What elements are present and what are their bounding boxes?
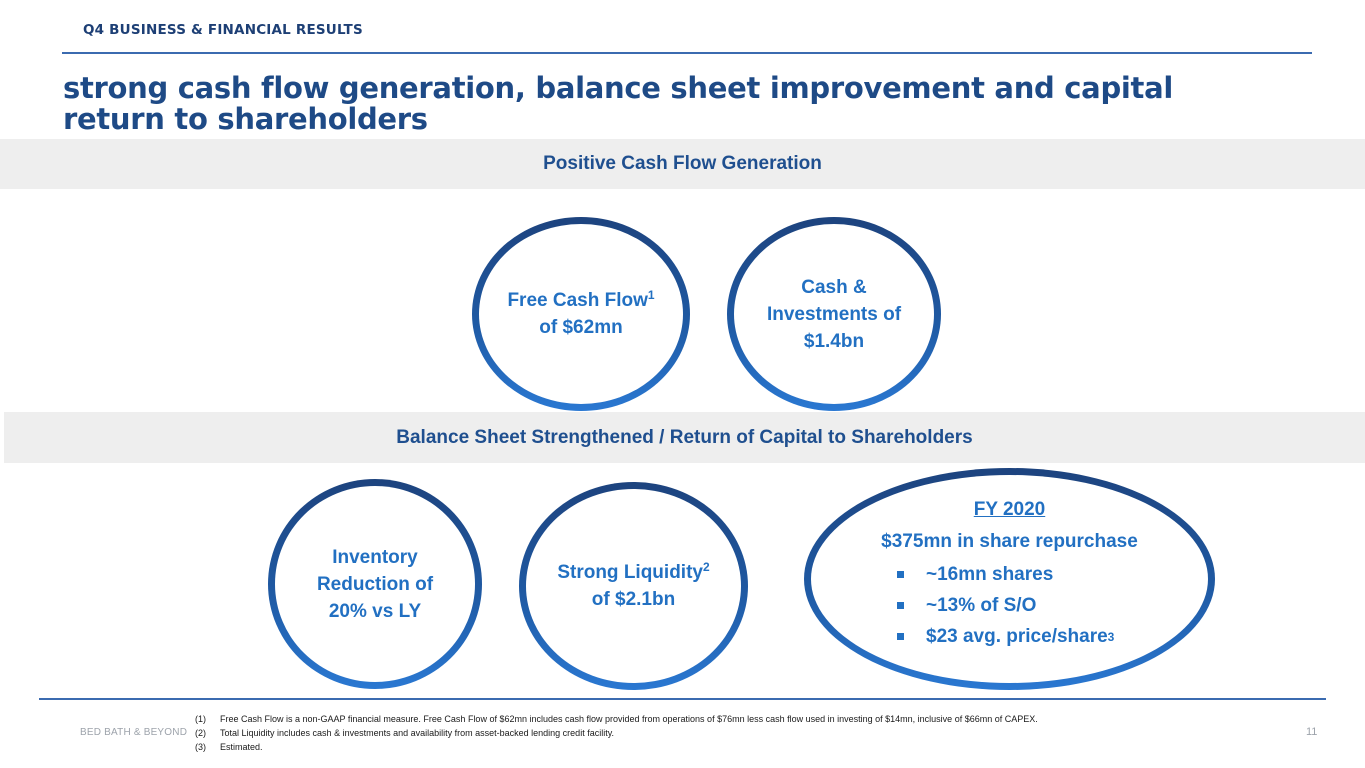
cash-flow-section-header: Positive Cash Flow Generation	[0, 139, 1365, 189]
footnote-row: (1) Free Cash Flow is a non-GAAP financia…	[195, 712, 1038, 726]
footnote-number: (2)	[195, 728, 206, 738]
free-cash-flow-circle: Free Cash Flow1 of $62mn	[472, 217, 690, 411]
footnote-row: (2) Total Liquidity includes cash & inves…	[195, 726, 1038, 740]
inventory-value: 20% vs LY	[328, 600, 422, 622]
square-bullet-icon	[897, 571, 904, 578]
share-repurchase-content: FY 2020 $375mn in share repurchase ~16mn…	[804, 496, 1215, 652]
brand-name: BED BATH & BEYOND	[80, 727, 188, 738]
footnotes: (1) Free Cash Flow is a non-GAAP financia…	[195, 712, 1038, 754]
free-cash-flow-value: of $62mn	[539, 317, 623, 338]
liquidity-value: of $2.1bn	[591, 589, 676, 610]
footnote-text: Total Liquidity includes cash & investme…	[220, 728, 615, 738]
footnote-row: (3) Estimated.	[195, 740, 1038, 754]
cash-investments-line1: Cash &	[801, 276, 867, 298]
bullet-text: ~16mn shares	[926, 564, 1054, 585]
square-bullet-icon	[897, 633, 904, 640]
share-repurchase-ellipse	[804, 468, 1215, 690]
bottom-divider	[39, 698, 1326, 700]
top-divider	[62, 52, 1312, 54]
list-item: $23 avg. price/share 3	[897, 621, 1215, 652]
bullet-text: ~13% of S/O	[926, 595, 1037, 616]
balance-sheet-section-header: Balance Sheet Strengthened / Return of C…	[4, 412, 1365, 463]
inventory-line2: Reduction of	[316, 573, 434, 595]
bullet-text: $23 avg. price/share	[926, 626, 1108, 647]
footnote-text: Estimated.	[220, 742, 263, 752]
square-bullet-icon	[897, 602, 904, 609]
inventory-reduction-circle: Inventory Reduction of 20% vs LY	[268, 479, 482, 689]
share-repurchase-bullets: ~16mn shares ~13% of S/O $23 avg. price/…	[897, 559, 1215, 652]
inventory-line1: Inventory	[332, 546, 418, 568]
slide-title: strong cash flow generation, balance she…	[63, 71, 1174, 136]
cash-flow-section-title: Positive Cash Flow Generation	[543, 153, 822, 174]
fy2020-title: FY 2020	[973, 499, 1046, 520]
share-repurchase-total: $375mn in share repurchase	[881, 531, 1138, 552]
list-item: ~16mn shares	[897, 559, 1215, 590]
liquidity-label: Strong Liquidity	[557, 562, 703, 583]
list-item: ~13% of S/O	[897, 590, 1215, 621]
strong-liquidity-circle: Strong Liquidity2 of $2.1bn	[519, 482, 748, 690]
balance-sheet-section-title: Balance Sheet Strengthened / Return of C…	[396, 426, 973, 448]
cash-investments-value: $1.4bn	[803, 330, 865, 352]
cash-investments-circle: Cash & Investments of $1.4bn	[727, 217, 941, 411]
footnote-ref-2: 2	[702, 560, 710, 574]
footnote-text: Free Cash Flow is a non-GAAP financial m…	[220, 714, 1038, 724]
section-eyebrow: Q4 BUSINESS & FINANCIAL RESULTS	[83, 22, 363, 38]
cash-investments-line2: Investments of	[766, 303, 902, 325]
page-number: 11	[1306, 726, 1318, 738]
footnote-ref-1: 1	[647, 288, 655, 302]
free-cash-flow-label: Free Cash Flow	[507, 290, 648, 311]
footnote-number: (1)	[195, 714, 206, 724]
footnote-number: (3)	[195, 742, 206, 752]
